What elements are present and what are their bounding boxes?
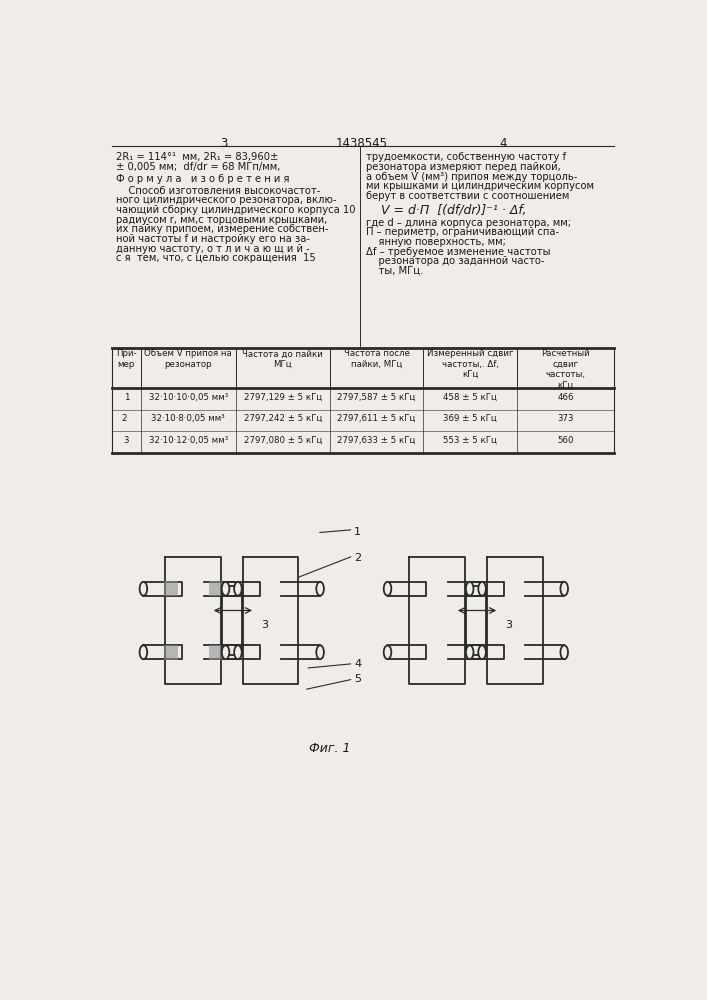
Text: 458 ± 5 кГц: 458 ± 5 кГц: [443, 393, 497, 402]
Ellipse shape: [222, 645, 229, 659]
Text: При-
мер: При- мер: [116, 349, 136, 369]
Text: 2: 2: [122, 414, 131, 423]
Ellipse shape: [384, 582, 391, 596]
Text: Объем V припоя на
резонатор: Объем V припоя на резонатор: [144, 349, 232, 369]
Text: 3: 3: [261, 620, 268, 630]
Text: 5: 5: [354, 674, 361, 684]
Text: 32·10·8·0,05 мм³: 32·10·8·0,05 мм³: [151, 414, 226, 423]
Text: 4: 4: [499, 137, 507, 150]
Ellipse shape: [384, 645, 391, 659]
Ellipse shape: [561, 582, 568, 596]
Text: ной частоты f и настройку его на за-: ной частоты f и настройку его на за-: [115, 234, 310, 244]
Text: 32·10·12·0,05 мм³: 32·10·12·0,05 мм³: [148, 436, 228, 445]
Text: 466: 466: [557, 393, 573, 402]
Text: Π – периметр, ограничивающий спа-: Π – периметр, ограничивающий спа-: [366, 227, 559, 237]
Text: Δf – требуемое изменение частоты: Δf – требуемое изменение частоты: [366, 247, 550, 257]
Text: Способ изготовления высокочастот-: Способ изготовления высокочастот-: [115, 186, 320, 196]
Text: где d – длина корпуса резонатора, мм;: где d – длина корпуса резонатора, мм;: [366, 218, 571, 228]
Ellipse shape: [466, 645, 474, 659]
Text: Частота после
пайки, МГц: Частота после пайки, МГц: [344, 349, 409, 369]
Text: а объем V (мм³) припоя между торцоль-: а объем V (мм³) припоя между торцоль-: [366, 172, 577, 182]
Text: 2: 2: [354, 553, 361, 563]
Text: резонатора до заданной часто-: резонатора до заданной часто-: [366, 256, 544, 266]
Ellipse shape: [316, 582, 324, 596]
Text: радиусом r, мм,с торцовыми крышками,: радиусом r, мм,с торцовыми крышками,: [115, 215, 327, 225]
Ellipse shape: [139, 582, 147, 596]
Text: 2797,633 ± 5 кГц: 2797,633 ± 5 кГц: [337, 436, 416, 445]
Text: 1: 1: [354, 527, 361, 537]
Text: 2797,587 ± 5 кГц: 2797,587 ± 5 кГц: [337, 393, 416, 402]
Bar: [163, 645, 177, 660]
Text: их пайку припоем, измерение собствен-: их пайку припоем, измерение собствен-: [115, 224, 328, 234]
Ellipse shape: [139, 645, 147, 659]
Text: ± 0,005 мм;  df/dr = 68 МГп/мм,: ± 0,005 мм; df/dr = 68 МГп/мм,: [115, 162, 280, 172]
Text: 32·10·10·0,05 мм³: 32·10·10·0,05 мм³: [148, 393, 228, 402]
Ellipse shape: [478, 582, 486, 596]
Bar: [209, 645, 223, 660]
Ellipse shape: [222, 582, 229, 596]
Text: 3: 3: [221, 137, 228, 150]
Text: 560: 560: [557, 436, 573, 445]
Bar: [209, 581, 223, 596]
Text: 2797,242 ± 5 кГц: 2797,242 ± 5 кГц: [244, 414, 322, 423]
Text: 1438545: 1438545: [336, 137, 388, 150]
Text: ного цилиндрического резонатора, вклю-: ного цилиндрического резонатора, вклю-: [115, 195, 336, 205]
Text: данную частоту, о т л и ч а ю щ и й -: данную частоту, о т л и ч а ю щ и й -: [115, 244, 309, 254]
Text: берут в соответствии с соотношением: берут в соответствии с соотношением: [366, 191, 569, 201]
Text: Ф о р м у л а   и з о б р е т е н и я: Ф о р м у л а и з о б р е т е н и я: [115, 174, 289, 184]
Ellipse shape: [234, 645, 242, 659]
Text: 1: 1: [124, 393, 129, 402]
Ellipse shape: [316, 645, 324, 659]
Ellipse shape: [561, 645, 568, 659]
Text: ми крышками и цилиндрическим корпусом: ми крышками и цилиндрическим корпусом: [366, 181, 594, 191]
Text: чающий сборку цилиндрического корпуса 10: чающий сборку цилиндрического корпуса 10: [115, 205, 355, 215]
Text: 553 ± 5 кГц: 553 ± 5 кГц: [443, 436, 497, 445]
Text: 373: 373: [557, 414, 573, 423]
Text: V = d·Π  [(df/dr)]⁻¹ · Δf,: V = d·Π [(df/dr)]⁻¹ · Δf,: [381, 204, 527, 217]
Text: трудоемкости, собственную частоту f: трудоемкости, собственную частоту f: [366, 152, 566, 162]
Text: 2797,611 ± 5 кГц: 2797,611 ± 5 кГц: [337, 414, 416, 423]
Text: 2R₁ = 114°¹  мм, 2R₁ = 83,960±: 2R₁ = 114°¹ мм, 2R₁ = 83,960±: [115, 152, 278, 162]
Text: резонатора измеряют перед пайкой,: резонатора измеряют перед пайкой,: [366, 162, 561, 172]
Text: 2797,080 ± 5 кГц: 2797,080 ± 5 кГц: [244, 436, 322, 445]
Text: Фиг. 1: Фиг. 1: [309, 742, 351, 755]
Text: янную поверхность, мм;: янную поверхность, мм;: [366, 237, 506, 247]
Text: 369 ± 5 кГц: 369 ± 5 кГц: [443, 414, 497, 423]
Text: 4: 4: [354, 659, 361, 669]
Text: 2797,129 ± 5 кГц: 2797,129 ± 5 кГц: [244, 393, 322, 402]
Text: Частота до пайки
МГц: Частота до пайки МГц: [243, 349, 323, 369]
Ellipse shape: [466, 582, 474, 596]
Text: 3: 3: [124, 436, 129, 445]
Text: с я  тем, что, с целью сокращения  15: с я тем, что, с целью сокращения 15: [115, 253, 315, 263]
Ellipse shape: [234, 582, 242, 596]
Text: Расчетный
сдвиг
частоты,
кГц: Расчетный сдвиг частоты, кГц: [541, 349, 590, 390]
Bar: [163, 581, 177, 596]
Ellipse shape: [478, 645, 486, 659]
Text: Измеренный сдвиг
частоты,. Δf,
кГц: Измеренный сдвиг частоты,. Δf, кГц: [427, 349, 513, 379]
Text: ты, МГц.: ты, МГц.: [366, 266, 423, 276]
Text: 3: 3: [506, 620, 513, 630]
